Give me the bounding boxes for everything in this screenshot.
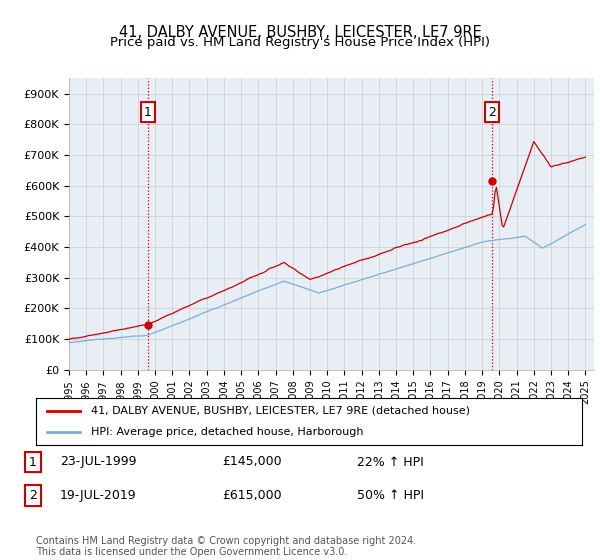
Text: 1: 1	[144, 106, 152, 119]
Text: Price paid vs. HM Land Registry's House Price Index (HPI): Price paid vs. HM Land Registry's House …	[110, 36, 490, 49]
Text: 22% ↑ HPI: 22% ↑ HPI	[357, 455, 424, 469]
Text: Contains HM Land Registry data © Crown copyright and database right 2024.
This d: Contains HM Land Registry data © Crown c…	[36, 535, 416, 557]
Text: 1: 1	[29, 455, 37, 469]
Text: HPI: Average price, detached house, Harborough: HPI: Average price, detached house, Harb…	[91, 427, 363, 437]
Text: £145,000: £145,000	[222, 455, 281, 469]
Text: 41, DALBY AVENUE, BUSHBY, LEICESTER, LE7 9RE: 41, DALBY AVENUE, BUSHBY, LEICESTER, LE7…	[119, 25, 481, 40]
Text: 50% ↑ HPI: 50% ↑ HPI	[357, 489, 424, 502]
Text: 2: 2	[29, 489, 37, 502]
Text: 19-JUL-2019: 19-JUL-2019	[60, 489, 137, 502]
Text: 41, DALBY AVENUE, BUSHBY, LEICESTER, LE7 9RE (detached house): 41, DALBY AVENUE, BUSHBY, LEICESTER, LE7…	[91, 406, 470, 416]
Text: 23-JUL-1999: 23-JUL-1999	[60, 455, 137, 469]
Text: £615,000: £615,000	[222, 489, 281, 502]
Text: 2: 2	[488, 106, 496, 119]
